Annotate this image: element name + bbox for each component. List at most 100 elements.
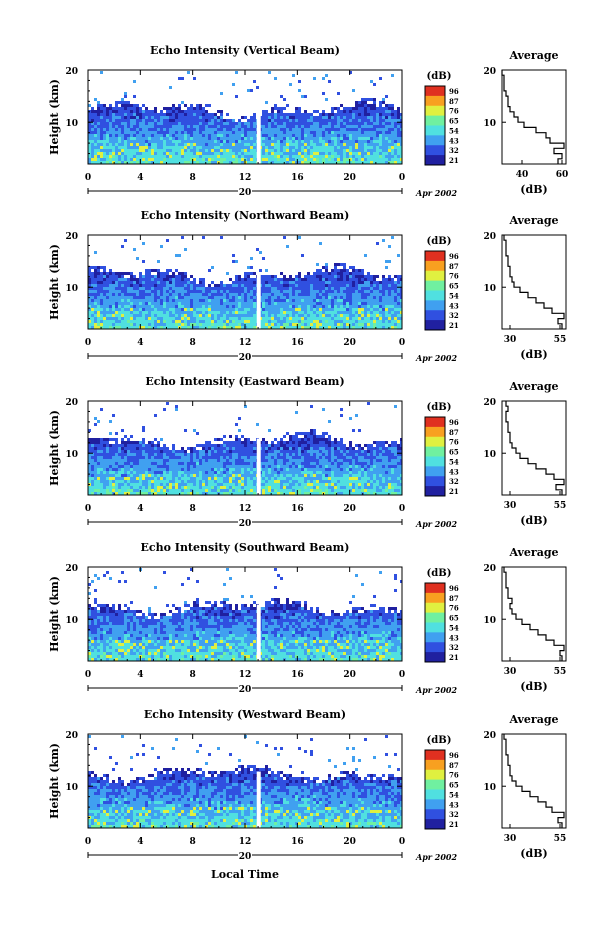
echo-cell <box>97 269 100 272</box>
echo-cell <box>376 242 379 245</box>
echo-cell <box>145 299 148 302</box>
echo-cell <box>265 278 268 281</box>
echo-cell <box>370 110 373 113</box>
echo-cell <box>397 284 400 287</box>
echo-cell <box>157 161 160 164</box>
echo-cell <box>244 305 247 308</box>
echo-cell <box>100 122 103 125</box>
echo-cell <box>283 98 286 101</box>
echo-cell <box>322 146 325 149</box>
echo-cell <box>139 125 142 128</box>
echo-cell <box>166 296 169 299</box>
echo-cell <box>340 317 343 320</box>
echo-cell <box>103 266 106 269</box>
echo-cell <box>169 302 172 305</box>
echo-cell <box>295 302 298 305</box>
echo-cell <box>121 284 124 287</box>
echo-cell <box>274 480 277 483</box>
echo-cell <box>217 137 220 140</box>
echo-cell <box>271 489 274 492</box>
echo-cell <box>214 134 217 137</box>
echo-cell <box>160 119 163 122</box>
echo-cell <box>142 149 145 152</box>
echo-cell <box>130 134 133 137</box>
echo-cell <box>337 122 340 125</box>
echo-cell <box>244 299 247 302</box>
echo-cell <box>370 128 373 131</box>
echo-cell <box>130 489 133 492</box>
echo-cell <box>301 290 304 293</box>
echo-cell <box>196 128 199 131</box>
echo-cell <box>307 308 310 311</box>
echo-cell <box>229 305 232 308</box>
echo-cell <box>166 158 169 161</box>
echo-cell <box>367 299 370 302</box>
echo-cell <box>130 119 133 122</box>
echo-cell <box>151 137 154 140</box>
echo-cell <box>166 302 169 305</box>
echo-cell <box>217 152 220 155</box>
echo-cell <box>280 471 283 474</box>
echo-cell <box>121 317 124 320</box>
echo-cell <box>385 471 388 474</box>
echo-cell <box>250 471 253 474</box>
echo-cell <box>376 113 379 116</box>
echo-cell <box>301 474 304 477</box>
echo-cell <box>265 311 268 314</box>
echo-cell <box>97 158 100 161</box>
echo-cell <box>157 293 160 296</box>
echo-cell <box>187 474 190 477</box>
colorbar-swatch <box>425 135 445 146</box>
echo-cell <box>88 161 91 164</box>
echo-cell <box>118 483 121 486</box>
echo-cell <box>124 104 127 107</box>
echo-cell <box>154 149 157 152</box>
echo-cell <box>235 299 238 302</box>
echo-cell <box>346 146 349 149</box>
echo-cell <box>163 137 166 140</box>
echo-cell <box>139 134 142 137</box>
echo-cell <box>142 116 145 119</box>
echo-cell <box>265 119 268 122</box>
echo-cell <box>367 278 370 281</box>
echo-cell <box>112 158 115 161</box>
echo-cell <box>133 326 136 329</box>
echo-cell <box>262 125 265 128</box>
echo-cell <box>274 113 277 116</box>
echo-cell <box>127 290 130 293</box>
echo-cell <box>169 122 172 125</box>
echo-cell <box>352 299 355 302</box>
echo-cell <box>274 161 277 164</box>
echo-cell <box>328 275 331 278</box>
echo-cell <box>181 116 184 119</box>
echo-cell <box>319 480 322 483</box>
echo-cell <box>115 486 118 489</box>
echo-cell <box>127 158 130 161</box>
echo-cell <box>241 152 244 155</box>
echo-cell <box>121 158 124 161</box>
echo-cell <box>103 308 106 311</box>
echo-cell <box>235 95 238 98</box>
echo-cell <box>361 269 364 272</box>
echo-cell <box>301 116 304 119</box>
echo-cell <box>319 293 322 296</box>
echo-cell <box>295 314 298 317</box>
echo-cell <box>133 143 136 146</box>
echo-cell <box>160 152 163 155</box>
echo-cell <box>343 152 346 155</box>
echo-cell <box>208 480 211 483</box>
echo-cell <box>397 323 400 326</box>
echo-cell <box>130 323 133 326</box>
echo-cell <box>100 266 103 269</box>
echo-cell <box>277 489 280 492</box>
echo-cell <box>202 149 205 152</box>
echo-cell <box>313 143 316 146</box>
echo-cell <box>385 480 388 483</box>
echo-cell <box>148 323 151 326</box>
echo-cell <box>160 317 163 320</box>
echo-cell <box>169 317 172 320</box>
echo-cell <box>283 323 286 326</box>
echo-cell <box>214 122 217 125</box>
echo-cell <box>289 492 292 495</box>
echo-cell <box>247 311 250 314</box>
